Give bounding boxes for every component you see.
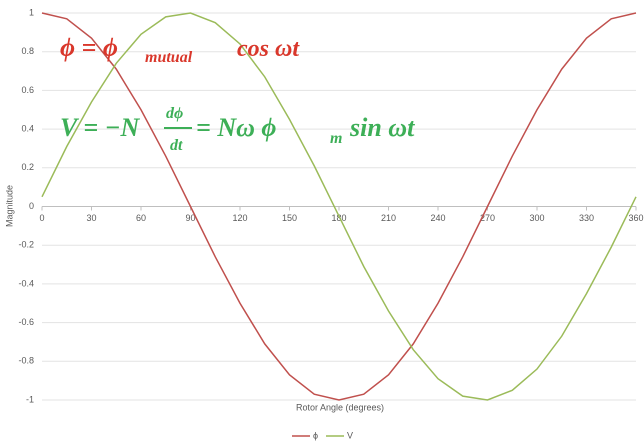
- equation-text: cos ωt: [237, 36, 300, 62]
- x-tick-label: 240: [430, 213, 445, 223]
- y-tick-label: 1: [29, 7, 34, 17]
- y-tick-label: 0.8: [21, 46, 34, 56]
- legend-label: V: [347, 430, 353, 440]
- equation-text: = Nω ϕ: [196, 113, 276, 142]
- y-tick-label: -0.6: [18, 317, 34, 327]
- y-tick-label: -0.8: [18, 356, 34, 366]
- equation-text: V = −N: [60, 113, 140, 142]
- x-tick-label: 150: [282, 213, 297, 223]
- y-tick-label: 0.2: [21, 162, 34, 172]
- y-tick-label: -1: [26, 394, 34, 404]
- x-axis-label: Rotor Angle (degrees): [296, 402, 384, 412]
- equation-text: sin ωt: [349, 113, 415, 142]
- x-tick-label: 300: [529, 213, 544, 223]
- x-tick-label: 180: [331, 213, 346, 223]
- y-tick-label: -0.4: [18, 278, 34, 288]
- x-tick-label: 360: [628, 213, 643, 223]
- equation-text: m: [330, 130, 342, 147]
- x-tick-label: 270: [480, 213, 495, 223]
- y-tick-label: 0.6: [21, 85, 34, 95]
- series-line: [41, 12, 637, 401]
- legend-label: ϕ: [313, 430, 318, 440]
- x-tick-label: 0: [39, 213, 44, 223]
- equation-text: ϕ = ϕ: [60, 33, 118, 62]
- series-line: [41, 12, 637, 401]
- x-tick-label: 210: [381, 213, 396, 223]
- y-tick-label: 0: [29, 201, 34, 211]
- x-tick-label: 60: [136, 213, 146, 223]
- y-tick-label: 0.4: [21, 123, 34, 133]
- y-axis-label: Magnitude: [4, 185, 14, 227]
- equation-text: dt: [170, 137, 183, 154]
- equation-text: mutual: [145, 49, 193, 66]
- equation-text: dϕ: [166, 105, 183, 122]
- x-tick-label: 120: [232, 213, 247, 223]
- y-tick-label: -0.2: [18, 240, 34, 250]
- x-tick-label: 90: [185, 213, 195, 223]
- x-tick-label: 330: [579, 213, 594, 223]
- x-tick-label: 30: [86, 213, 96, 223]
